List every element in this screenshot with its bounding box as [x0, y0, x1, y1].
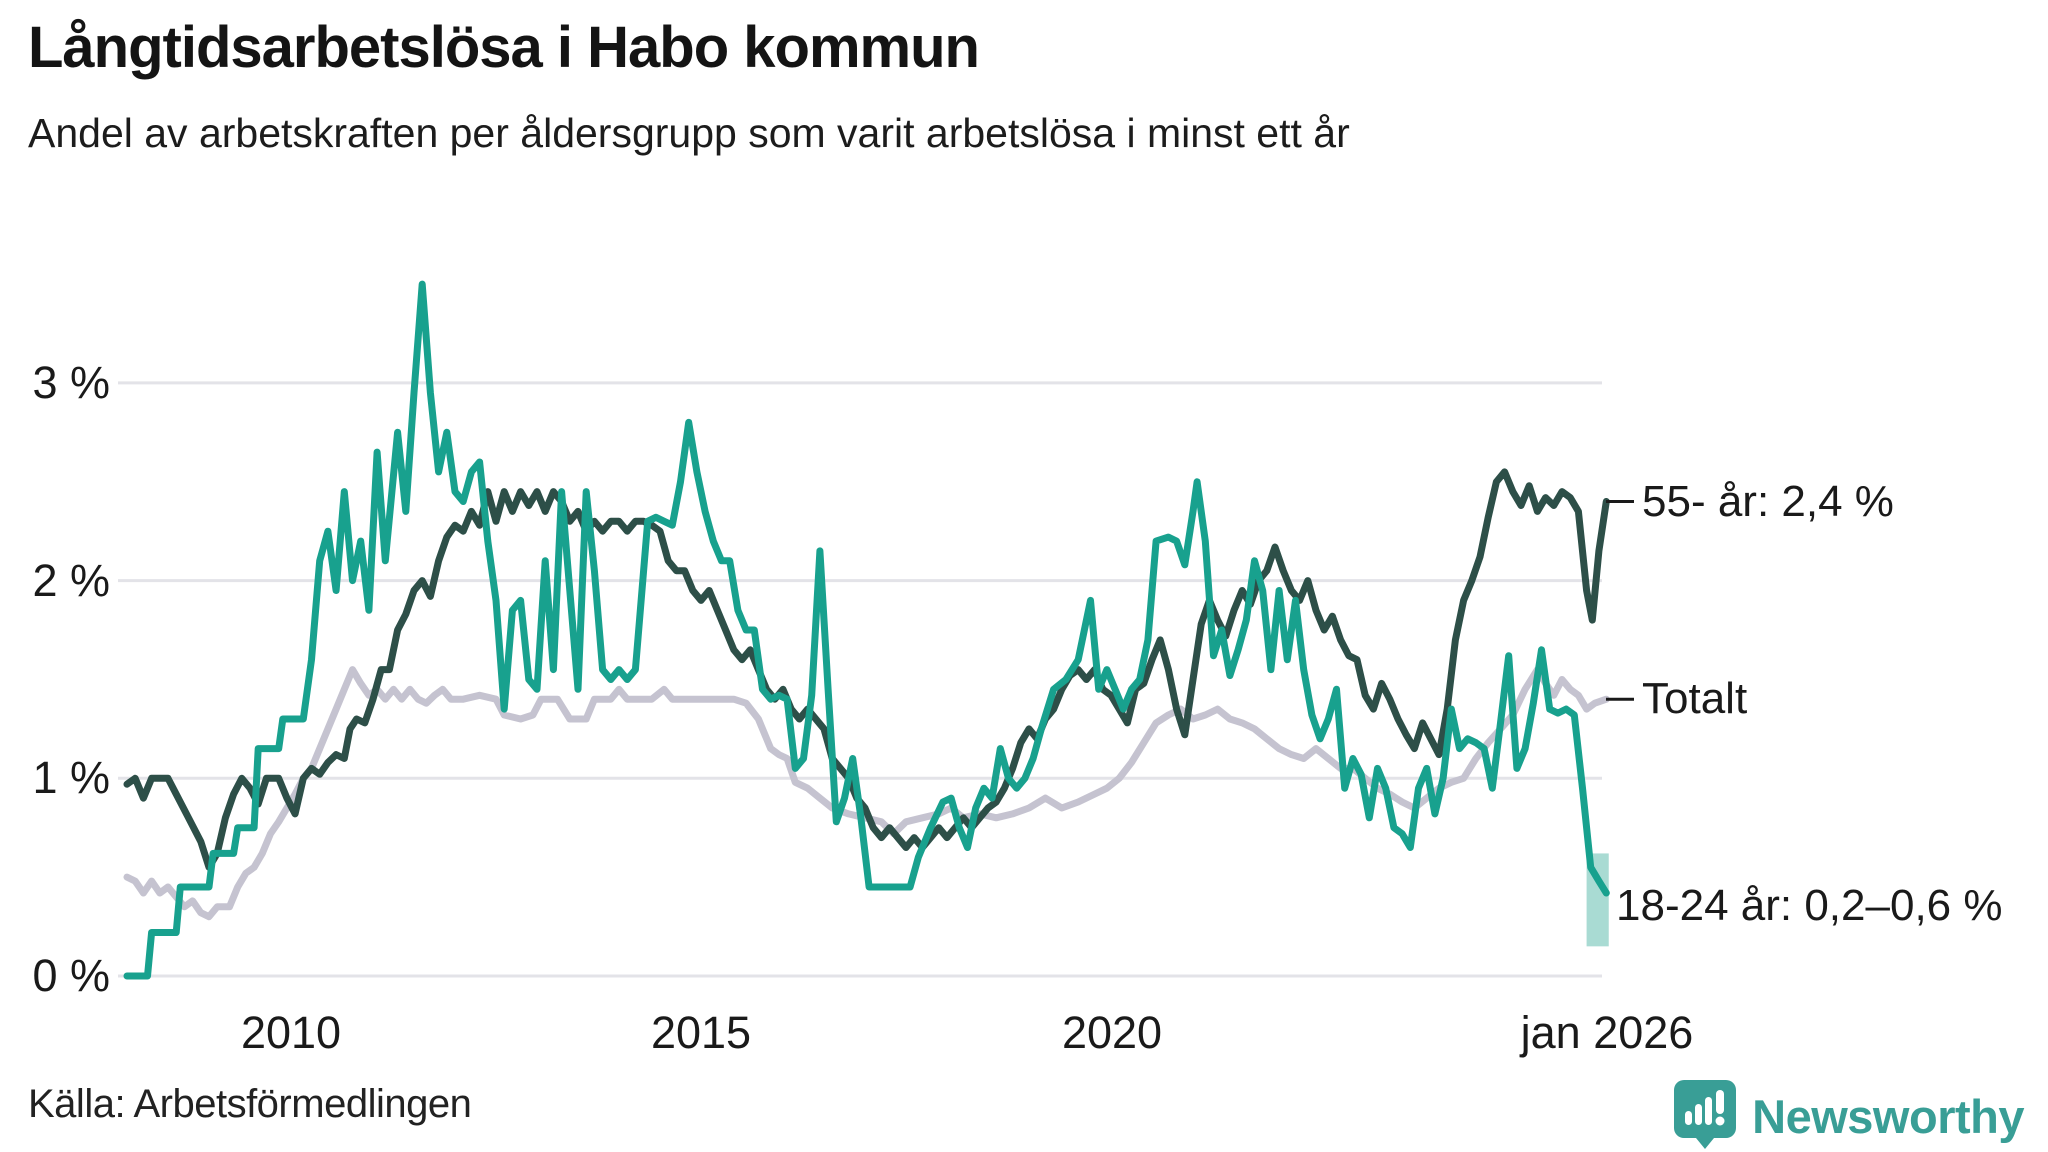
y-tick-1: 1 %: [32, 752, 110, 803]
chart-subtitle: Andel av arbetskraften per åldersgrupp s…: [28, 110, 1350, 156]
source-note: Källa: Arbetsförmedlingen: [28, 1082, 472, 1126]
x-tick-jan-2026: jan 2026: [1520, 1007, 1694, 1058]
page-title: Långtidsarbetslösa i Habo kommun: [28, 15, 980, 80]
y-tick-0: 0 %: [32, 950, 110, 1001]
y-tick-2: 2 %: [32, 555, 110, 606]
x-tick-2010: 2010: [240, 1007, 342, 1058]
series-end-label-totalt: Totalt: [1642, 674, 1748, 724]
series-end-label-55-ar: 55- år: 2,4 %: [1642, 476, 1894, 526]
series-line-18-24-r: [123, 280, 1610, 980]
uncertainty-band: [1586, 853, 1609, 947]
brand-wordmark: Newsworthy: [1752, 1090, 2024, 1143]
x-tick-2020: 2020: [1061, 1007, 1163, 1058]
newsworthy-brand: Newsworthy: [1672, 1078, 2024, 1152]
newsworthy-logo-icon: [1672, 1078, 1738, 1152]
x-tick-2015: 2015: [650, 1007, 752, 1058]
y-tick-3: 3 %: [32, 357, 110, 408]
series-line-55-r: [123, 468, 1610, 871]
series-end-label-18-24-ar: 18-24 år: 0,2–0,6 %: [1616, 880, 2003, 930]
